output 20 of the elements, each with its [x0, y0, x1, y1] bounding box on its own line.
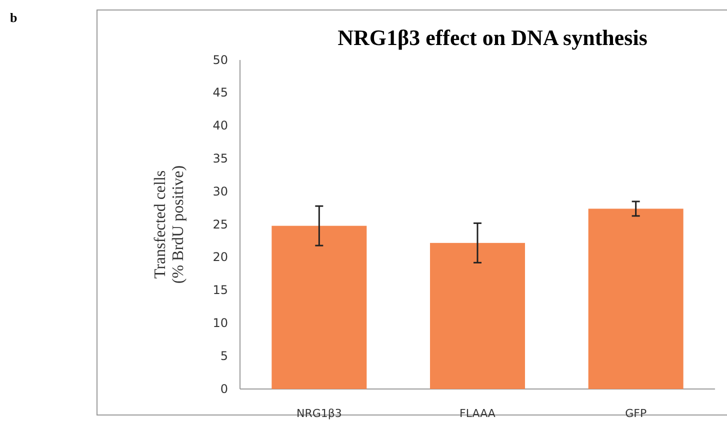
x-tick-label: FLAAA — [460, 406, 496, 420]
y-tick-label: 10 — [212, 316, 228, 330]
y-tick-label: 25 — [212, 217, 228, 232]
y-tick-label: 45 — [212, 86, 228, 100]
x-tick-label: NRG1β3 — [296, 406, 342, 420]
y-tick-label: 35 — [212, 152, 228, 166]
y-tick-label: 5 — [220, 348, 228, 363]
text: b — [10, 10, 18, 25]
y-tick-label: 50 — [212, 52, 228, 67]
y-tick-label: 20 — [212, 250, 228, 264]
bar — [588, 208, 684, 389]
bar — [430, 242, 525, 389]
y-tick-label: 30 — [212, 184, 228, 198]
bar — [272, 226, 367, 389]
y-tick-label: 40 — [212, 118, 228, 133]
y-tick-label: 15 — [212, 283, 228, 298]
y-tick-label: 0 — [220, 382, 228, 396]
y-axis-title: Transfected cells (% BrdU positive) — [152, 165, 187, 284]
x-tick-label: GFP — [625, 406, 647, 420]
chart-title: NRG1β3 effect on DNA synthesis — [338, 25, 648, 50]
